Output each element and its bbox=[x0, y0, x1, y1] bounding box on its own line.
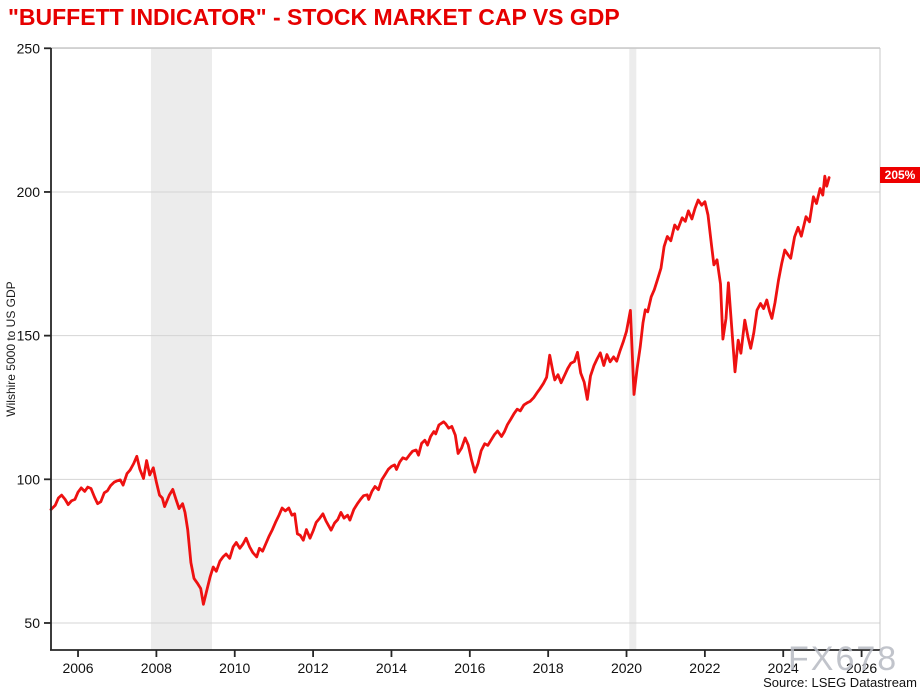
y-axis-title: Wilshire 5000 to US GDP bbox=[4, 281, 18, 417]
x-tick-label: 2016 bbox=[454, 660, 485, 676]
x-tick-label: 2006 bbox=[62, 660, 93, 676]
current-value-badge: 205% bbox=[880, 167, 920, 183]
x-tick-label: 2008 bbox=[141, 660, 172, 676]
x-tick-label: 2026 bbox=[846, 660, 877, 676]
y-tick-label: 50 bbox=[24, 615, 40, 631]
x-tick-label: 2024 bbox=[768, 660, 799, 676]
source-label: Source: LSEG Datastream bbox=[763, 675, 917, 690]
y-tick-label: 250 bbox=[17, 40, 41, 56]
x-tick-label: 2010 bbox=[219, 660, 250, 676]
recession-band bbox=[150, 48, 213, 650]
y-tick-label: 150 bbox=[17, 328, 41, 344]
x-tick-label: 2014 bbox=[376, 660, 407, 676]
y-tick-label: 200 bbox=[17, 184, 41, 200]
x-tick-label: 2012 bbox=[298, 660, 329, 676]
x-tick-label: 2022 bbox=[689, 660, 720, 676]
indicator-line bbox=[49, 174, 831, 606]
y-tick-label: 100 bbox=[17, 471, 41, 487]
chart-title: "BUFFETT INDICATOR" - STOCK MARKET CAP V… bbox=[8, 4, 620, 30]
watermark: FX678 bbox=[788, 640, 899, 678]
x-tick-label: 2020 bbox=[611, 660, 642, 676]
x-tick-label: 2018 bbox=[533, 660, 564, 676]
